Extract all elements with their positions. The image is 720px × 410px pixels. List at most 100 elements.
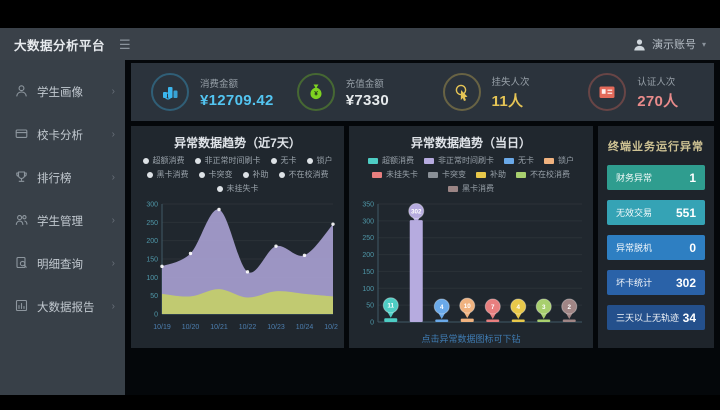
stat-label: 坏卡统计 — [616, 278, 653, 288]
stat-value: 0 — [689, 240, 696, 255]
stat-row: 财务异常 1 — [607, 165, 705, 190]
sidebar-item-label: 排行榜 — [37, 172, 72, 185]
menu-toggle-icon[interactable]: ☰ — [119, 36, 131, 52]
svg-text:250: 250 — [362, 235, 374, 242]
legend-dot-icon — [278, 171, 285, 178]
legend-item[interactable]: 锁户 — [306, 155, 333, 166]
svg-text:250: 250 — [146, 220, 158, 227]
sidebar-item-4[interactable]: 学生管理 › — [0, 199, 125, 242]
drill-down-link[interactable]: 点击异常数据图标可下钻 — [421, 334, 521, 344]
sidebar-item-2[interactable]: 校卡分析 › — [0, 113, 125, 156]
svg-text:10/24: 10/24 — [296, 324, 314, 331]
legend-item[interactable]: 补助 — [476, 169, 506, 180]
hand-click-icon — [442, 73, 481, 111]
legend-item[interactable]: 未挂失卡 — [216, 183, 259, 194]
stat-value: 302 — [675, 275, 696, 290]
svg-text:10/20: 10/20 — [182, 324, 200, 331]
svg-text:0: 0 — [370, 320, 374, 327]
svg-text:150: 150 — [362, 269, 374, 276]
svg-text:150: 150 — [146, 257, 158, 264]
legend-item[interactable]: 无卡 — [504, 155, 534, 166]
svg-text:10/19: 10/19 — [153, 324, 171, 331]
sidebar-item-label: 校卡分析 — [37, 129, 83, 142]
svg-text:¥: ¥ — [314, 91, 318, 98]
bar-chart-trend-today: 0 50 100 150 200 250 300 350 11 302 4 10 7 4 3 2 — [362, 202, 582, 327]
svg-text:200: 200 — [362, 252, 374, 259]
legend-swatch-icon — [504, 157, 514, 164]
panel-title-trend-today: 异常数据趋势（当日） — [410, 136, 531, 150]
legend-item[interactable]: 不在校消费 — [278, 169, 329, 180]
user-menu[interactable]: 演示账号 ▾ — [633, 36, 706, 52]
sidebar-item-1[interactable]: 学生画像 › — [0, 70, 125, 113]
sidebar-item-6[interactable]: 大数据报告 › — [0, 285, 125, 328]
kpi-card: 消费金额 ¥12709.42 — [131, 73, 277, 111]
chevron-right-icon: › — [111, 215, 115, 226]
legend-item[interactable]: 不在校消费 — [516, 169, 570, 180]
legend-item[interactable]: 黑卡消费 — [448, 183, 494, 194]
sidebar: 学生画像 › 校卡分析 › 排行榜 › 学生管理 › 明细查询 › 大数据报告 › — [0, 60, 125, 395]
chevron-right-icon: › — [111, 258, 115, 269]
kpi-label: 挂失人次 — [491, 76, 530, 88]
app-header: 大数据分析平台 ☰ 演示账号 ▾ — [0, 28, 720, 60]
svg-text:50: 50 — [150, 293, 158, 300]
stat-label: 异常脱机 — [616, 243, 653, 253]
legend-trend-today: 超额消费 非正常时间刷卡 无卡 锁户未挂失卡 卡突变 补助 不在校消费黑卡消费 — [349, 155, 593, 194]
legend-item[interactable]: 非正常时间刷卡 — [194, 155, 261, 166]
legend-dot-icon — [194, 157, 201, 164]
legend-item[interactable]: 黑卡消费 — [146, 169, 189, 180]
legend-swatch-icon — [476, 171, 486, 178]
legend-swatch-icon — [516, 171, 526, 178]
svg-text:10/21: 10/21 — [210, 324, 228, 331]
main-content: 消费金额 ¥12709.42 ¥ 充值金额 ¥7330 挂失人次 11人 认证人次 270人 异… — [125, 60, 720, 395]
stat-label: 无效交易 — [616, 208, 653, 218]
legend-dot-icon — [216, 185, 223, 192]
sidebar-item-5[interactable]: 明细查询 › — [0, 242, 125, 285]
panel-trend-today: 异常数据趋势（当日） 超额消费 非正常时间刷卡 无卡 锁户未挂失卡 卡突变 补助 不在校消费… — [349, 126, 593, 348]
legend-dot-icon — [270, 157, 277, 164]
stat-row: 坏卡统计 302 — [607, 270, 705, 295]
chevron-down-icon: ▾ — [701, 39, 706, 49]
legend-item[interactable]: 非正常时间刷卡 — [424, 155, 494, 166]
svg-text:7: 7 — [491, 304, 495, 311]
chevron-right-icon: › — [111, 129, 115, 140]
card-icon — [15, 127, 28, 143]
stat-row: 异常脱机 0 — [607, 235, 705, 260]
legend-item[interactable]: 卡突变 — [198, 169, 233, 180]
legend-dot-icon — [306, 157, 313, 164]
kpi-value: 270人 — [637, 92, 679, 110]
legend-item[interactable]: 补助 — [242, 169, 269, 180]
kpi-value: 11人 — [491, 92, 524, 110]
chevron-right-icon: › — [111, 86, 115, 97]
user-avatar-icon — [634, 38, 645, 50]
legend-dot-icon — [142, 157, 149, 164]
legend-item[interactable]: 无卡 — [270, 155, 297, 166]
kpi-label: 充值金额 — [345, 78, 384, 90]
svg-text:11: 11 — [387, 303, 394, 310]
svg-text:0: 0 — [154, 312, 158, 319]
search-doc-icon — [15, 256, 28, 272]
kpi-value: ¥12709.42 — [200, 91, 274, 109]
page-title: 大数据分析平台 — [14, 38, 106, 53]
stat-row: 无效交易 551 — [607, 200, 705, 225]
legend-swatch-icon — [428, 171, 438, 178]
svg-text:2: 2 — [567, 304, 571, 311]
panel-title-trend-7days: 异常数据趋势（近7天） — [174, 136, 301, 150]
panel-trend-7days: 异常数据趋势（近7天） 超额消费 非正常时间刷卡 无卡 锁户黑卡消费 卡突变 补助 不在校消… — [131, 126, 344, 348]
legend-dot-icon — [146, 171, 153, 178]
sidebar-item-label: 大数据报告 — [37, 301, 95, 314]
svg-text:302: 302 — [411, 208, 422, 215]
legend-item[interactable]: 卡突变 — [428, 169, 466, 180]
dashboard: 大数据分析平台 ☰ 演示账号 ▾ 学生画像 › 校卡分析 › 排行榜 › 学生管理 › 明细查询… — [0, 28, 720, 395]
legend-item[interactable]: 超额消费 — [142, 155, 185, 166]
legend-item[interactable]: 锁户 — [544, 155, 574, 166]
svg-text:300: 300 — [146, 202, 158, 209]
legend-item[interactable]: 超额消费 — [368, 155, 414, 166]
svg-text:100: 100 — [146, 275, 158, 282]
svg-text:10/23: 10/23 — [267, 324, 285, 331]
report-icon — [15, 299, 28, 315]
svg-text:350: 350 — [362, 202, 374, 209]
sidebar-item-3[interactable]: 排行榜 › — [0, 156, 125, 199]
legend-item[interactable]: 未挂失卡 — [372, 169, 418, 180]
users-icon — [15, 213, 28, 229]
stat-row: 三天以上无轨迹 34 — [607, 305, 705, 330]
